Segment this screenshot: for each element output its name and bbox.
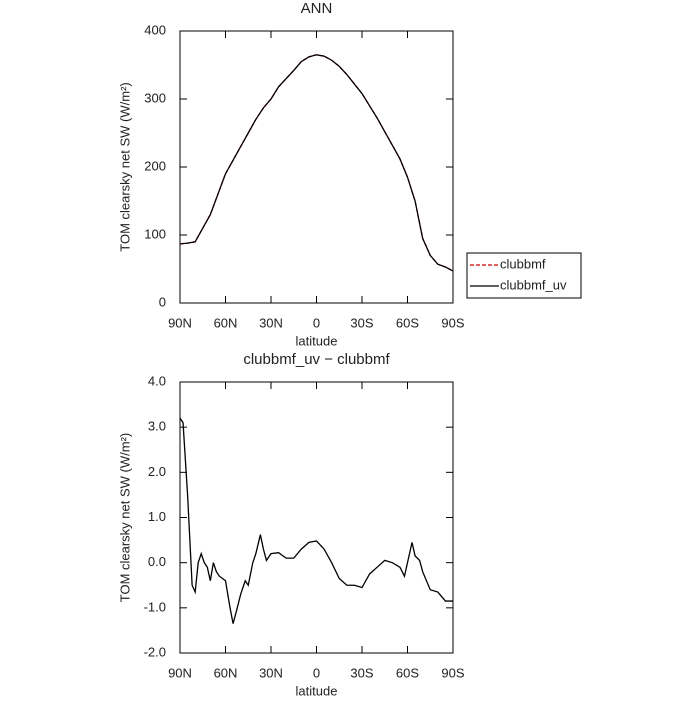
data-line (179, 54, 454, 272)
x-tick-label: 30N (259, 315, 283, 330)
y-tick-label: 3.0 (148, 419, 166, 434)
x-tick-label: 60S (396, 315, 419, 330)
legend-label: clubbmf (500, 256, 546, 271)
x-tick-label: 0 (313, 315, 320, 330)
plot-frame (179, 381, 454, 654)
x-tick-label: 60S (396, 665, 419, 680)
plot-frame (179, 30, 454, 304)
y-axis-label: TOM clearsky net SW (W/m²) (117, 433, 132, 602)
x-tick-label: 90S (441, 665, 464, 680)
y-tick-label: 0.0 (148, 554, 166, 569)
data-line (179, 417, 453, 624)
legend-label: clubbmf_uv (500, 277, 567, 292)
x-tick-label: 30S (350, 665, 373, 680)
x-tick-label: 60N (214, 665, 238, 680)
y-tick-label: 300 (144, 90, 166, 105)
chart-title: ANN (301, 0, 333, 17)
data-line (179, 54, 454, 272)
y-tick-label: 1.0 (148, 509, 166, 524)
y-tick-label: 2.0 (148, 464, 166, 479)
y-tick-label: 400 (144, 22, 166, 37)
x-axis-label: latitude (296, 683, 338, 698)
x-tick-label: 30S (350, 315, 373, 330)
y-axis-label: TOM clearsky net SW (W/m²) (117, 82, 132, 251)
legend-box (466, 252, 582, 299)
y-tick-label: 200 (144, 158, 166, 173)
x-tick-label: 90S (441, 315, 464, 330)
x-tick-label: 0 (313, 665, 320, 680)
x-tick-label: 60N (214, 315, 238, 330)
y-tick-label: 0 (159, 294, 166, 309)
x-tick-label: 90N (168, 315, 192, 330)
y-tick-label: 100 (144, 226, 166, 241)
x-axis-label: latitude (296, 333, 338, 348)
x-tick-label: 30N (259, 665, 283, 680)
y-tick-label: 4.0 (148, 373, 166, 388)
chart-title: clubbmf_uv − clubbmf (243, 351, 390, 368)
y-tick-label: -1.0 (144, 599, 166, 614)
y-tick-label: -2.0 (144, 644, 166, 659)
x-tick-label: 90N (168, 665, 192, 680)
